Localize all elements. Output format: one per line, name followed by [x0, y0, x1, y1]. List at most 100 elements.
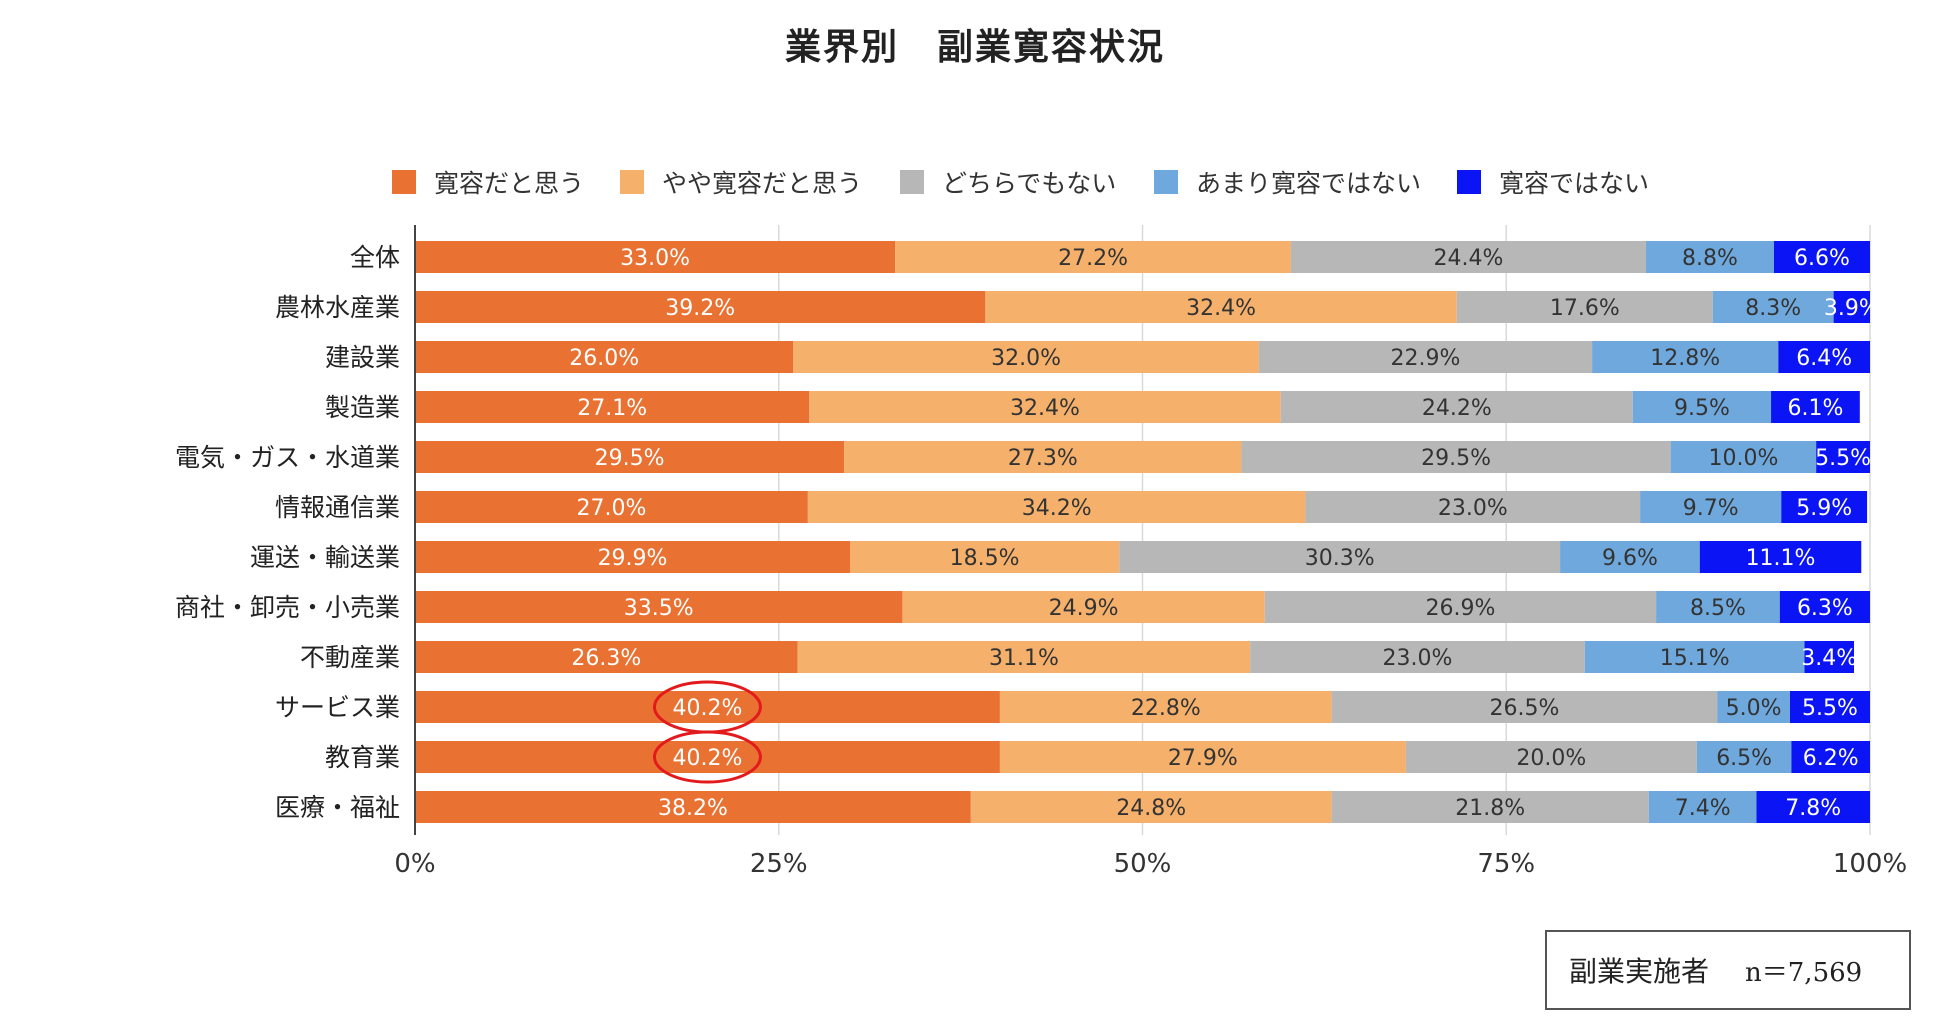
data-label: 6.1%: [1787, 396, 1843, 421]
category-label: 製造業: [325, 393, 400, 422]
bar-segment: [895, 241, 1291, 273]
category-label: サービス業: [275, 693, 400, 722]
data-label: 6.5%: [1716, 746, 1772, 771]
bar-segment: [1779, 591, 1870, 623]
bar-segment: [415, 291, 986, 323]
data-label: 23.0%: [1383, 646, 1453, 671]
data-label: 8.5%: [1690, 596, 1746, 621]
bar-segment: [1632, 391, 1772, 423]
x-tick-label: 0%: [394, 849, 435, 879]
legend-label: どちらでもない: [942, 169, 1116, 198]
data-label: 27.3%: [1008, 446, 1078, 471]
bar-segment: [415, 391, 810, 423]
data-label: 32.0%: [991, 346, 1061, 371]
legend-label: 寛容だと思う: [434, 169, 584, 198]
bar-segment: [1756, 791, 1870, 823]
bar-segment: [844, 441, 1242, 473]
legend-swatch: [1154, 170, 1178, 194]
bar-segment: [1696, 741, 1792, 773]
bar-segment: [415, 441, 845, 473]
bar-segment: [1258, 341, 1593, 373]
data-label: 23.0%: [1438, 496, 1508, 521]
data-label: 18.5%: [950, 546, 1020, 571]
bar-segment: [1670, 441, 1817, 473]
bar-segment: [1648, 791, 1757, 823]
bar-segment: [1592, 341, 1779, 373]
bar-segment: [1773, 241, 1870, 273]
bar-segment: [1250, 641, 1585, 673]
data-label: 5.0%: [1726, 696, 1782, 721]
bar-segment: [1645, 241, 1774, 273]
data-label: 24.8%: [1116, 796, 1186, 821]
bar-segment: [1771, 391, 1860, 423]
category-label: 全体: [350, 243, 400, 272]
bar-segment: [985, 291, 1457, 323]
bar-segment: [1791, 741, 1870, 773]
data-label: 27.2%: [1058, 246, 1128, 271]
bar-segment: [415, 491, 808, 523]
bar-segment: [1789, 691, 1870, 723]
bar-segment: [1290, 241, 1646, 273]
data-label: 15.1%: [1660, 646, 1730, 671]
data-label: 26.9%: [1425, 596, 1495, 621]
bar-segment: [415, 791, 971, 823]
data-label: 24.2%: [1422, 396, 1492, 421]
data-label: 22.8%: [1131, 696, 1201, 721]
bar-segment: [797, 641, 1251, 673]
data-label: 5.9%: [1796, 496, 1852, 521]
data-label: 5.5%: [1802, 696, 1858, 721]
bar-segment: [1305, 491, 1641, 523]
bar-segment: [415, 241, 896, 273]
bar-segment: [1331, 691, 1718, 723]
bar-segment: [415, 691, 1000, 723]
bar-segment: [970, 791, 1332, 823]
bar-segment: [1717, 691, 1790, 723]
data-label: 26.3%: [571, 646, 641, 671]
data-label: 3.4%: [1801, 646, 1857, 671]
category-label: 不動産業: [300, 643, 400, 672]
data-label: 8.3%: [1745, 296, 1801, 321]
bar-segment: [415, 541, 851, 573]
data-label: 10.0%: [1708, 446, 1778, 471]
bar-segment: [807, 491, 1306, 523]
category-label: 農林水産業: [275, 293, 400, 322]
data-label: 29.5%: [1421, 446, 1491, 471]
data-label: 6.4%: [1796, 346, 1852, 371]
data-label: 30.3%: [1305, 546, 1375, 571]
legend-swatch: [620, 170, 644, 194]
data-label: 39.2%: [665, 296, 735, 321]
data-label: 27.1%: [577, 396, 647, 421]
data-label: 8.8%: [1682, 246, 1738, 271]
legend-swatch: [900, 170, 924, 194]
data-label: 5.5%: [1815, 446, 1871, 471]
bar-segment: [1119, 541, 1561, 573]
data-label: 27.9%: [1168, 746, 1238, 771]
data-label: 9.5%: [1674, 396, 1730, 421]
data-label: 33.0%: [620, 246, 690, 271]
data-label: 29.9%: [598, 546, 668, 571]
bar-segment: [902, 591, 1265, 623]
bar-segment: [999, 691, 1332, 723]
bar-segment: [1456, 291, 1713, 323]
data-label: 34.2%: [1022, 496, 1092, 521]
data-label: 27.0%: [576, 496, 646, 521]
category-label: 電気・ガス・水道業: [175, 443, 400, 472]
data-label: 9.6%: [1602, 546, 1658, 571]
bar-segment: [1264, 591, 1657, 623]
data-label: 12.8%: [1650, 346, 1720, 371]
bar-segment: [1712, 291, 1834, 323]
data-label: 24.4%: [1433, 246, 1503, 271]
bar-segment: [850, 541, 1120, 573]
bar-segment: [1816, 441, 1870, 473]
bar-segment: [1331, 791, 1649, 823]
data-label: 6.6%: [1794, 246, 1850, 271]
x-tick-label: 100%: [1833, 849, 1907, 879]
sample-note-label: 副業実施者: [1569, 955, 1710, 988]
data-label: 40.2%: [673, 696, 743, 721]
data-label: 17.6%: [1550, 296, 1620, 321]
data-label: 22.9%: [1391, 346, 1461, 371]
legend-label: やや寛容だと思う: [662, 169, 862, 198]
bar-segment: [1656, 591, 1780, 623]
data-label: 20.0%: [1516, 746, 1586, 771]
